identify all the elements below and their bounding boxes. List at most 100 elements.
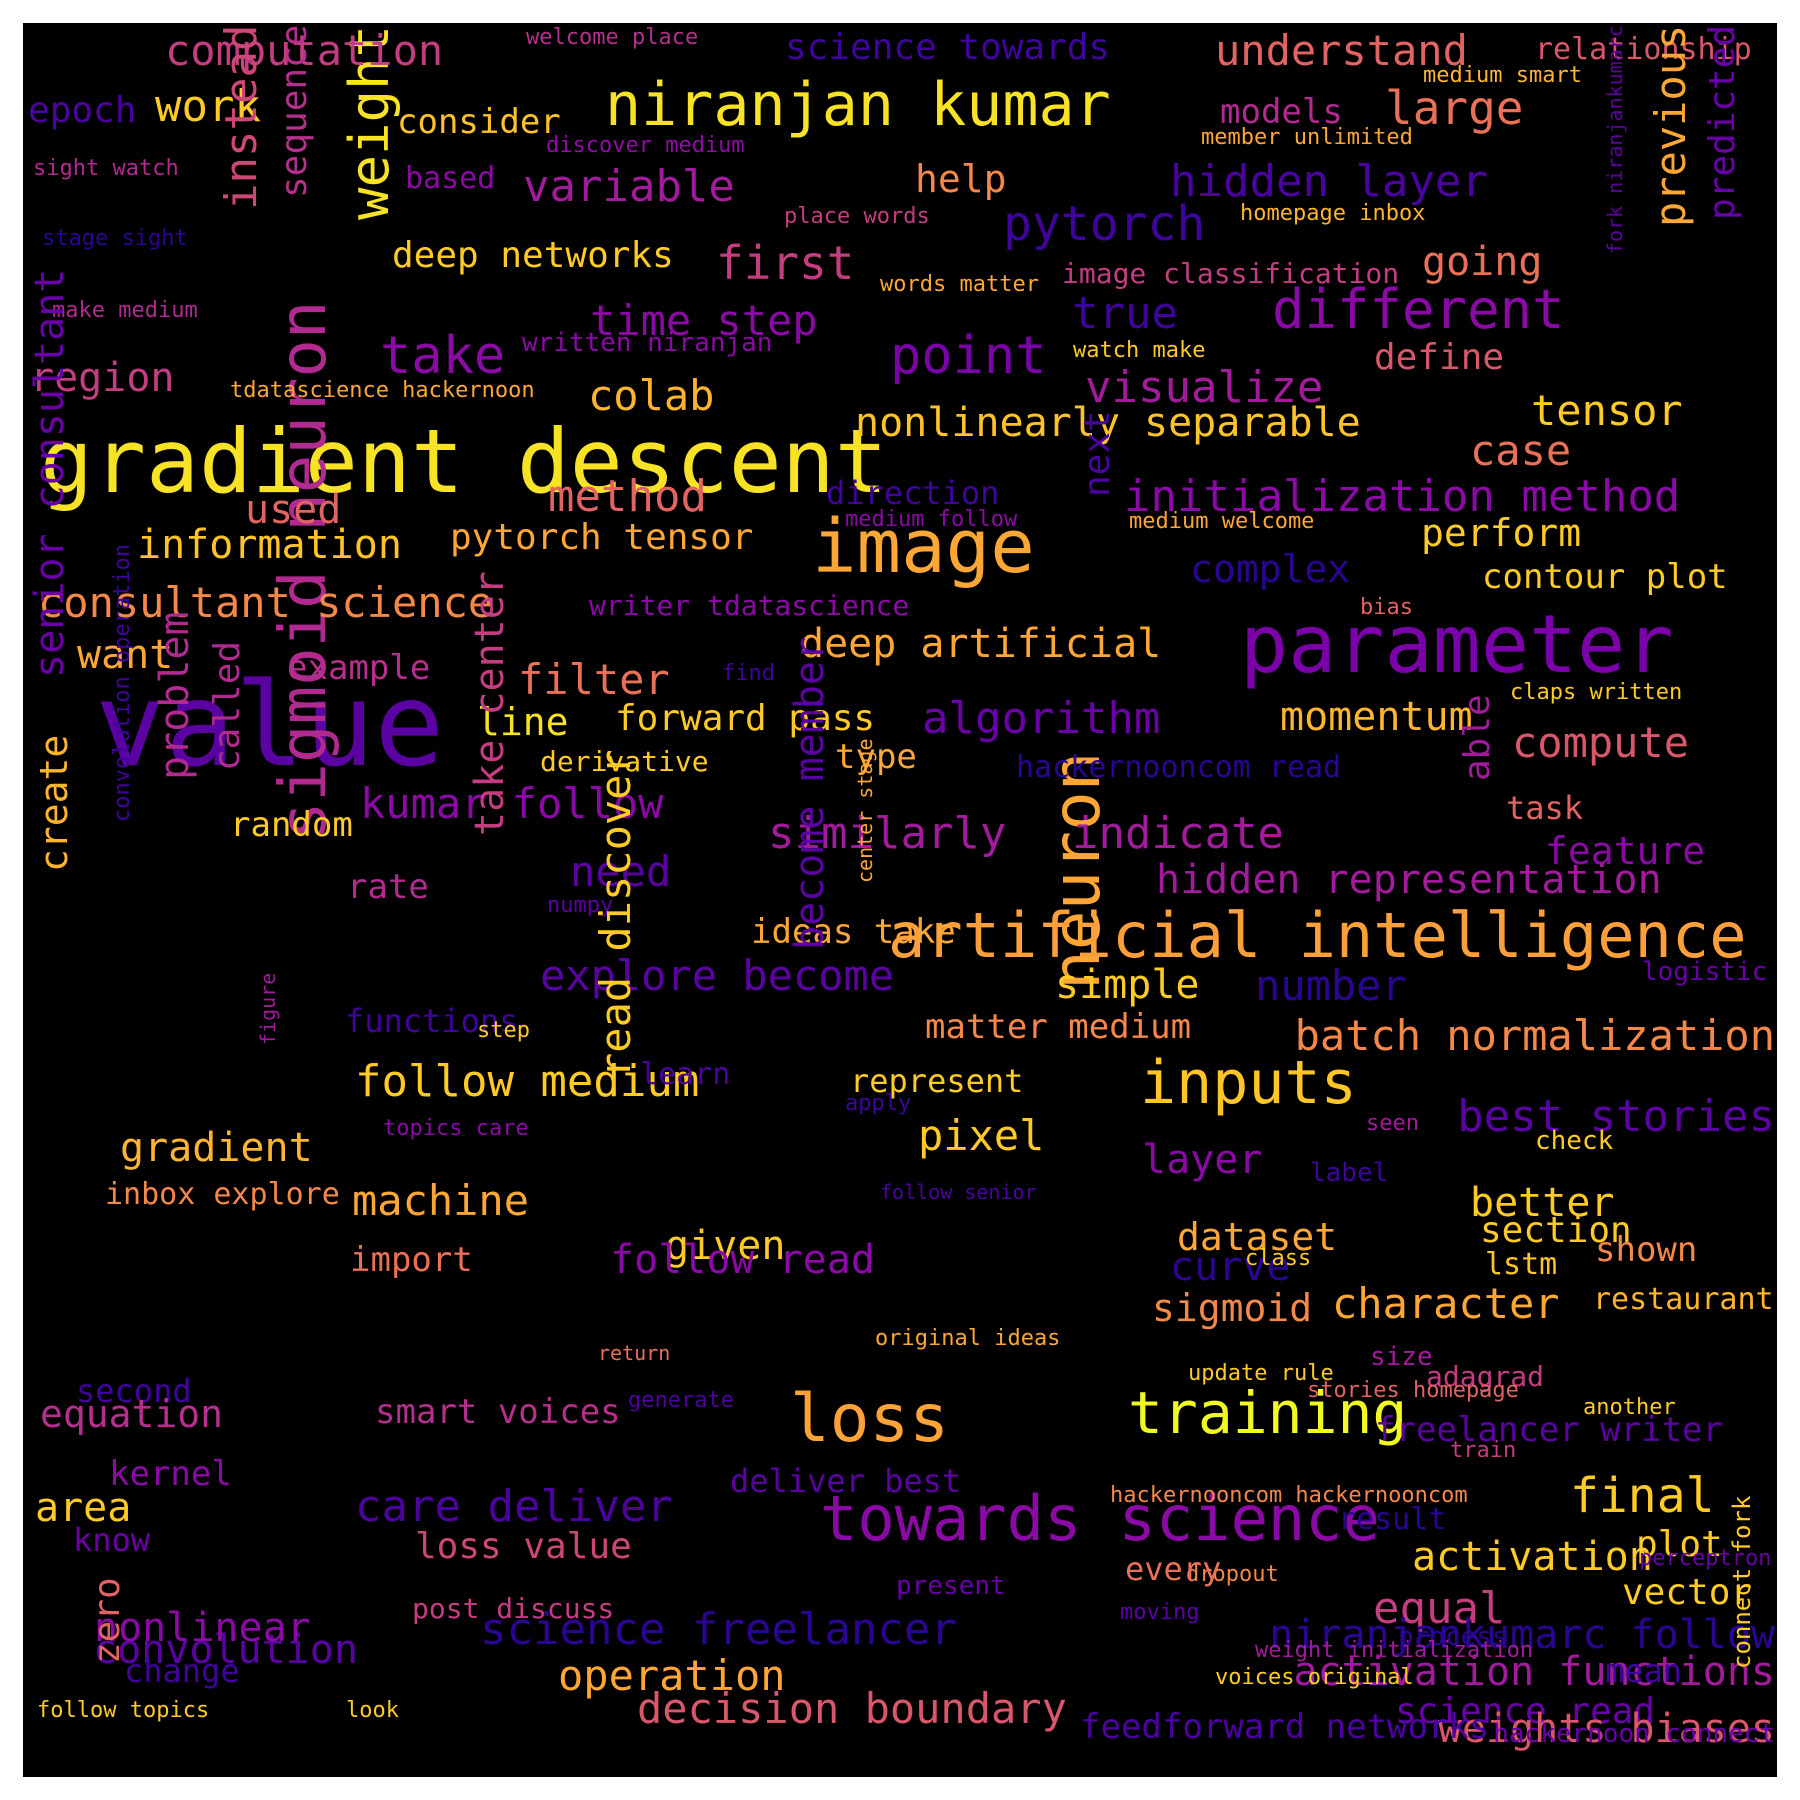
word-131: inbox explore (105, 1177, 340, 1212)
word-116: step (477, 1018, 530, 1043)
word-191: operation (558, 1651, 786, 1700)
word-160: another (1583, 1395, 1676, 1420)
word-107: center stage (853, 738, 877, 884)
word-cloud: gradient descent value parameter sigmoid ne… (23, 23, 1777, 1777)
word-109: become member (787, 636, 833, 950)
word-33: predicted (1702, 25, 1743, 221)
word-173: every (1125, 1550, 1222, 1588)
word-90: hackernooncom read (1016, 750, 1342, 785)
word-161: kernel (109, 1454, 232, 1494)
word-64: initialization method (1124, 471, 1681, 522)
word-136: given (665, 1223, 786, 1269)
word-137: dataset (1177, 1215, 1338, 1259)
word-0: gradient descent (40, 410, 888, 513)
word-1: value (95, 658, 445, 793)
word-117: matter medium (925, 1007, 1192, 1047)
word-195: zero (87, 1577, 128, 1664)
word-126: pixel (918, 1111, 1045, 1160)
word-20: medium smart (1423, 63, 1582, 88)
word-189: follow topics (37, 1698, 210, 1723)
word-38: stage sight (42, 226, 188, 251)
word-98: indicate (1072, 808, 1284, 859)
word-96: random (230, 805, 353, 845)
word-103: need (570, 847, 672, 896)
word-46: make medium (52, 298, 198, 323)
word-187: mean (1605, 1652, 1683, 1690)
word-31: help (915, 157, 1007, 201)
word-62: method (548, 471, 707, 522)
word-56: colab (588, 371, 715, 420)
word-72: contour plot (1482, 557, 1728, 597)
word-80: find (722, 661, 775, 686)
word-68: pytorch tensor (450, 517, 754, 558)
word-11: inputs (1140, 1048, 1357, 1118)
word-178: post discuss (412, 1592, 615, 1625)
word-111: figure (256, 972, 280, 1045)
word-85: algorithm (922, 693, 1161, 744)
word-110: logistic (1642, 957, 1768, 987)
word-154: generate (628, 1388, 734, 1413)
word-60: case (1470, 426, 1572, 475)
word-167: hackernooncom hackernooncom (1110, 1483, 1468, 1508)
word-125: gradient (120, 1125, 313, 1171)
word-170: plot (1636, 1524, 1723, 1565)
word-159: train (1450, 1438, 1517, 1463)
word-9: training (1128, 1379, 1408, 1447)
word-27: sight watch (33, 156, 179, 181)
word-134: label (1310, 1158, 1389, 1188)
word-10: loss (790, 1380, 949, 1457)
word-70: perform (1421, 511, 1582, 555)
word-97: similarly (768, 808, 1007, 859)
word-4: image (812, 504, 1035, 590)
word-102: take center (467, 571, 513, 836)
word-15: computation (165, 26, 444, 75)
word-82: senior consultant (27, 268, 73, 678)
word-52: watch make (1073, 338, 1206, 363)
word-141: shown (1595, 1230, 1698, 1270)
word-169: activation (1412, 1534, 1653, 1580)
word-66: medium welcome (1129, 509, 1315, 534)
word-12: different (1272, 278, 1565, 341)
word-128: check (1535, 1126, 1614, 1156)
word-99: feature (1545, 829, 1706, 873)
word-92: called (207, 640, 248, 771)
word-186: change (124, 1652, 240, 1690)
word-119: represent (850, 1062, 1024, 1100)
word-148: restaurant (1593, 1282, 1774, 1317)
word-118: batch normalization (1294, 1011, 1775, 1060)
word-34: previous (1646, 25, 1695, 228)
word-50: take (380, 326, 506, 386)
word-145: character (1332, 1279, 1560, 1328)
word-147: original ideas (875, 1326, 1061, 1351)
word-39: place words (784, 204, 930, 229)
word-30: variable (523, 161, 735, 212)
word-113: simple (1055, 962, 1200, 1008)
word-8: towards science (820, 1482, 1380, 1555)
word-190: look (346, 1698, 399, 1723)
word-58: tensor (1531, 386, 1683, 435)
word-157: stories homepage (1307, 1378, 1519, 1403)
word-2: parameter (1240, 598, 1674, 691)
word-199: hackernoon connect (1493, 1719, 1775, 1749)
word-76: want (77, 632, 174, 678)
word-198: feedforward networks (1080, 1707, 1490, 1747)
word-61: used (245, 487, 342, 533)
word-112: explore become (540, 951, 895, 1000)
word-95: task (1506, 789, 1584, 827)
word-54: region (30, 355, 175, 401)
word-88: derivative (540, 745, 709, 778)
word-142: curve (1170, 1244, 1291, 1290)
word-121: learn (640, 1057, 731, 1092)
word-144: class (1245, 1246, 1312, 1271)
word-45: going (1422, 239, 1543, 285)
word-37: sequence (274, 25, 315, 199)
word-182: science freelancer (480, 1604, 957, 1655)
word-138: section (1480, 1210, 1632, 1251)
word-44: image classification (1062, 257, 1400, 290)
word-175: convolution (93, 1627, 358, 1673)
word-162: deliver best (730, 1462, 962, 1500)
word-71: complex (1190, 547, 1351, 591)
word-197: weights biases (1437, 1706, 1775, 1752)
word-25: large (1385, 81, 1524, 135)
word-158: freelancer writer (1375, 1410, 1723, 1450)
